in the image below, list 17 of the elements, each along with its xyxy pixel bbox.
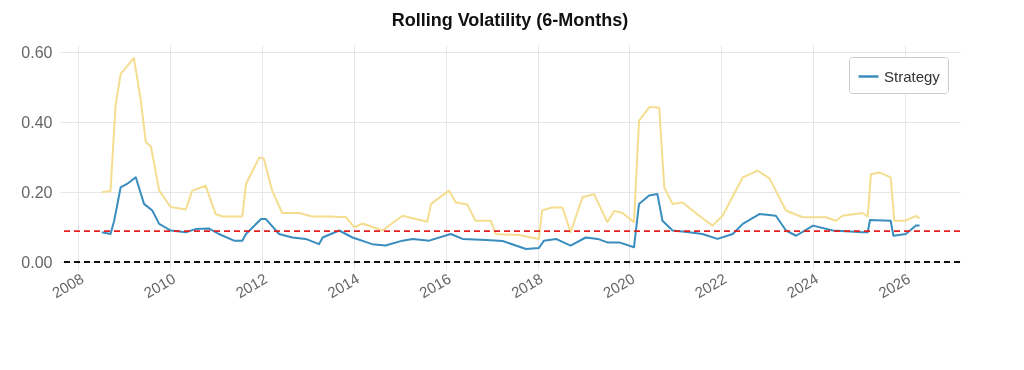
x-tick-label: 2012 bbox=[232, 269, 271, 302]
line-series bbox=[100, 176, 921, 251]
y-tick-label: 0.40 bbox=[21, 113, 53, 131]
x-tick-label: 2022 bbox=[691, 269, 730, 302]
x-tick-label: 2024 bbox=[783, 269, 822, 302]
chart-title: Rolling Volatility (6-Months) bbox=[391, 10, 629, 30]
x-tick-label: 2020 bbox=[599, 269, 638, 302]
x-tick-label: 2014 bbox=[324, 269, 362, 302]
x-tick-label: 2010 bbox=[140, 269, 179, 302]
x-tick-label: 2008 bbox=[48, 269, 87, 302]
y-tick-label: 0.00 bbox=[21, 253, 53, 271]
y-tick-label: 0.20 bbox=[21, 183, 53, 201]
y-tick-label: 0.60 bbox=[21, 43, 53, 61]
legend-label: Strategy bbox=[884, 67, 941, 85]
x-tick-label: 2016 bbox=[416, 269, 454, 302]
x-tick-label: 2026 bbox=[875, 269, 913, 302]
x-tick-label: 2018 bbox=[508, 269, 546, 302]
